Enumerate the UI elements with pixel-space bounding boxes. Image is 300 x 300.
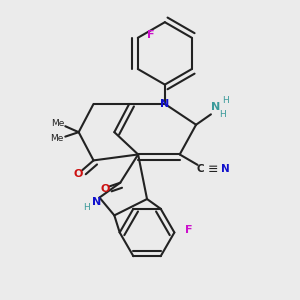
Text: Me: Me [51,119,64,128]
Text: F: F [185,224,193,235]
Text: H: H [222,97,229,106]
Text: O: O [74,169,83,179]
Text: H: H [219,110,226,119]
Text: F: F [148,30,155,40]
Text: H: H [83,203,89,212]
Text: N: N [221,164,230,174]
Text: N: N [92,197,101,207]
Text: N: N [211,102,220,112]
Text: ≡: ≡ [208,163,218,176]
Text: Me: Me [50,134,63,142]
Text: N: N [160,99,170,109]
Text: O: O [101,184,110,194]
Text: C: C [197,164,204,174]
